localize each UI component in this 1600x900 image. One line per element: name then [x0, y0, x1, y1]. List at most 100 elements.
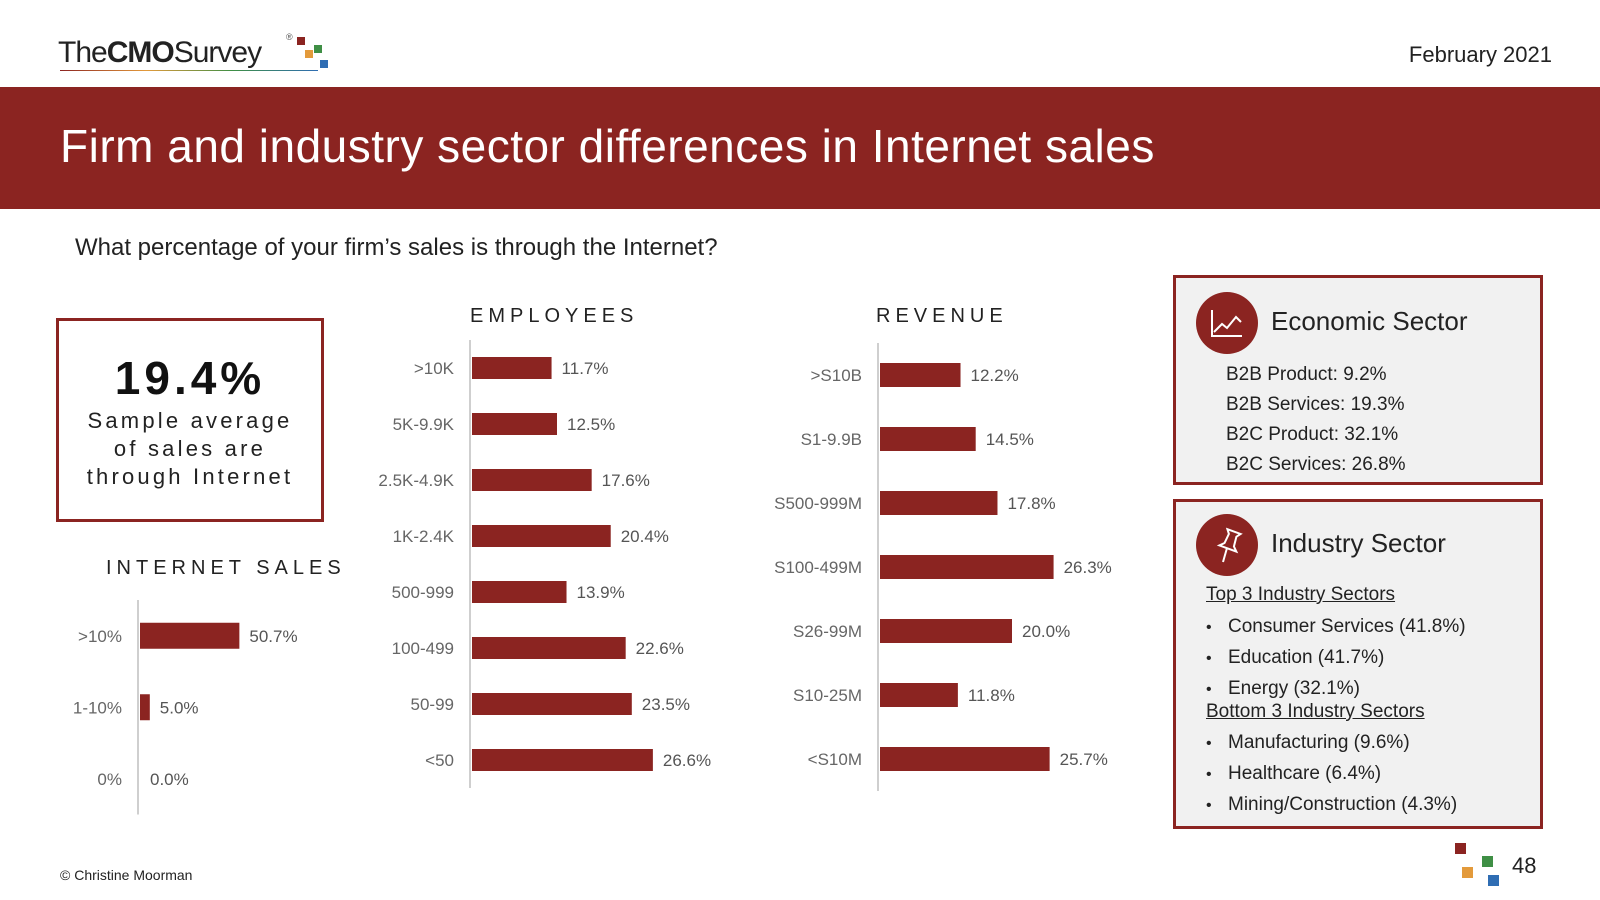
economic-sector-title: Economic Sector [1271, 306, 1468, 336]
sample-average-value: 19.4% [114, 352, 266, 404]
category-label: <S10M [808, 750, 862, 769]
footer-logo-squares [1455, 843, 1499, 886]
industry-sector-title: Industry Sector [1271, 528, 1446, 558]
employees-title: EMPLOYEES [470, 305, 639, 327]
list-item: Mining/Construction (4.3%) [1206, 790, 1457, 821]
sample-average-label-line: Sample average [87, 408, 293, 433]
category-label: 5K-9.9K [393, 415, 455, 434]
category-label: 100-499 [392, 639, 454, 658]
economic-sector-panel: Economic Sector B2B Product: 9.2% B2B Se… [1173, 275, 1543, 485]
logo-square-orange [305, 50, 313, 58]
category-label: 0% [97, 770, 122, 789]
logo-square-red [297, 37, 305, 45]
footer-square-blue [1488, 875, 1499, 886]
data-label: 17.8% [1007, 494, 1055, 513]
bar [472, 357, 552, 379]
data-label: 14.5% [986, 430, 1034, 449]
data-label: 50.7% [249, 627, 297, 646]
category-label: >10% [78, 627, 122, 646]
list-item: B2C Services: 26.8% [1226, 454, 1406, 475]
list-item: Consumer Services (41.8%) [1206, 612, 1466, 643]
bottom-industry-heading: Bottom 3 Industry Sectors [1206, 701, 1425, 722]
pushpin-icon [1196, 514, 1258, 576]
category-label: S1-9.9B [801, 430, 862, 449]
bar [472, 749, 653, 771]
top-industry-list: Consumer Services (41.8%) Education (41.… [1206, 612, 1466, 705]
logo-registered-mark: ® [286, 32, 293, 42]
bar [472, 469, 592, 491]
data-label: 23.5% [642, 695, 690, 714]
logo-underline [60, 70, 318, 71]
data-label: 11.8% [968, 686, 1015, 705]
logo-square-blue [320, 60, 328, 68]
bar [880, 619, 1012, 643]
bar [880, 427, 976, 451]
bar [472, 637, 626, 659]
list-item: Education (41.7%) [1206, 643, 1466, 674]
data-label: 26.6% [663, 751, 711, 770]
data-label: 12.2% [971, 366, 1019, 385]
bar [472, 525, 611, 547]
category-label: S500-999M [774, 494, 862, 513]
footer-square-orange [1462, 867, 1473, 878]
category-label: S26-99M [793, 622, 862, 641]
logo-cmo: CMO [106, 36, 175, 69]
bar [880, 747, 1050, 771]
logo-survey: Survey [173, 36, 262, 69]
category-label: S100-499M [774, 558, 862, 577]
category-label: 500-999 [392, 583, 454, 602]
category-label: 1-10% [73, 698, 122, 717]
data-label: 13.9% [577, 583, 625, 602]
cmo-survey-logo: TheCMOSurvey ® [58, 32, 348, 76]
category-label: >10K [414, 359, 455, 378]
bar [472, 693, 632, 715]
logo-the: The [58, 36, 108, 69]
bar [140, 694, 150, 721]
data-label: 5.0% [160, 698, 199, 717]
sample-average-label-line: through Internet [86, 464, 294, 489]
bar [880, 491, 998, 515]
sample-average-label: Sample average of sales are through Inte… [59, 407, 321, 491]
report-date: February 2021 [1408, 42, 1552, 67]
line-chart-icon [1196, 292, 1258, 354]
footer-square-red [1455, 843, 1466, 854]
sample-average-box: 19.4% Sample average of sales are throug… [56, 318, 324, 522]
bar [880, 683, 958, 707]
revenue-title: REVENUE [876, 305, 1008, 327]
economic-sector-list: B2B Product: 9.2% B2B Services: 19.3% B2… [1226, 360, 1406, 480]
page-title: Firm and industry sector differences in … [60, 120, 1155, 172]
list-item: Energy (32.1%) [1206, 674, 1466, 705]
bar [880, 363, 961, 387]
page-number: 48 [1512, 853, 1537, 878]
internet-sales-chart: >10% 50.7% 1-10% 5.0% 0% 0.0% [73, 600, 298, 815]
category-label: 2.5K-4.9K [378, 471, 454, 490]
data-label: 11.7% [562, 359, 609, 378]
title-banner: Firm and industry sector differences in … [0, 87, 1600, 209]
industry-sector-panel: Industry Sector Top 3 Industry Sectors C… [1173, 499, 1543, 829]
data-label: 20.0% [1022, 622, 1070, 641]
footer-square-green [1482, 856, 1493, 867]
top-industry-heading: Top 3 Industry Sectors [1206, 584, 1396, 605]
list-item: Manufacturing (9.6%) [1206, 728, 1457, 759]
sample-average-label-line: of sales are [113, 436, 267, 461]
list-item: B2B Product: 9.2% [1226, 364, 1387, 385]
copyright: © Christine Moorman [60, 867, 193, 883]
revenue-chart: >S10B 12.2% S1-9.9B 14.5% S500-999M 17.8% S100… [774, 343, 1112, 791]
survey-question: What percentage of your firm’s sales is … [75, 234, 718, 261]
data-label: 22.6% [636, 639, 684, 658]
list-item: Healthcare (6.4%) [1206, 759, 1457, 790]
category-label: 50-99 [411, 695, 454, 714]
category-label: <50 [425, 751, 454, 770]
internet-sales-title: INTERNET SALES [106, 557, 346, 579]
category-label: S10-25M [793, 686, 862, 705]
logo-wordmark: TheCMOSurvey [58, 36, 262, 70]
data-label: 0.0% [150, 770, 189, 789]
data-label: 26.3% [1064, 558, 1112, 577]
data-label: 17.6% [602, 471, 650, 490]
data-label: 12.5% [567, 415, 615, 434]
category-label: >S10B [810, 366, 862, 385]
list-item: B2C Product: 32.1% [1226, 424, 1399, 445]
category-label: 1K-2.4K [393, 527, 455, 546]
bar [140, 622, 240, 649]
logo-square-green [314, 45, 322, 53]
